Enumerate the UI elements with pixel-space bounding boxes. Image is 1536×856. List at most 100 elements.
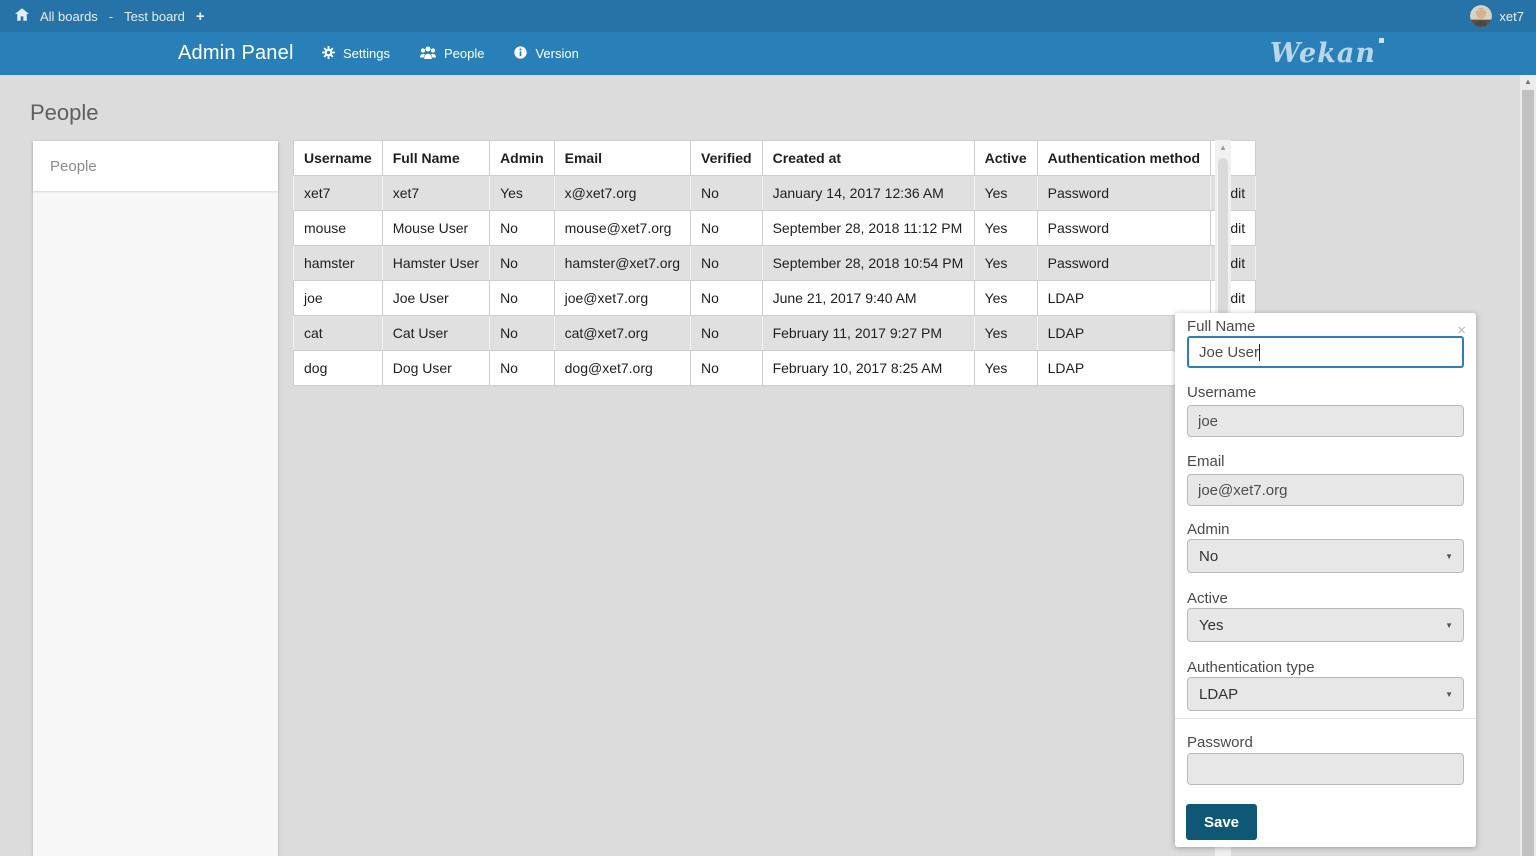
edit-user-panel: × Full Name Username Email Admin No ▼ Ac… (1175, 313, 1476, 847)
cell-username: hamster (293, 245, 383, 281)
page-title: People (30, 100, 99, 125)
cell-verified: No (690, 245, 763, 281)
window-scroll-up-icon[interactable]: ▲ (1524, 77, 1532, 86)
active-select[interactable]: Yes ▼ (1187, 608, 1464, 642)
wekan-logo-text: Wekan (1269, 38, 1376, 69)
full-name-input[interactable] (1187, 336, 1464, 368)
cell-verified: No (690, 350, 763, 386)
nav-people[interactable]: People (419, 46, 484, 62)
cell-admin: No (489, 280, 555, 316)
table-scrollbar-thumb[interactable] (1218, 158, 1228, 408)
full-name-label: Full Name (1187, 318, 1256, 335)
cell-full-name: Cat User (381, 315, 491, 351)
cell-created-at: June 21, 2017 9:40 AM (761, 280, 975, 316)
nav-settings-label: Settings (343, 46, 390, 61)
cell-admin: No (489, 245, 555, 281)
cell-active: Yes (973, 315, 1038, 351)
cell-admin: Yes (489, 175, 555, 211)
chevron-down-icon: ▼ (1445, 551, 1453, 561)
username-input[interactable] (1187, 405, 1464, 437)
cell-verified: No (690, 175, 763, 211)
col-admin: Admin (489, 140, 555, 176)
user-menu[interactable]: xet7 (1470, 0, 1524, 32)
admin-label: Admin (1187, 521, 1230, 538)
admin-header: Admin Panel Settings (0, 32, 1536, 75)
wekan-logo-square (1379, 38, 1384, 43)
col-username: Username (293, 140, 383, 176)
cell-username: joe (293, 280, 383, 316)
cell-active: Yes (973, 280, 1038, 316)
scroll-up-icon[interactable]: ▲ (1219, 143, 1227, 152)
email-input[interactable] (1187, 474, 1464, 506)
save-button[interactable]: Save (1186, 804, 1257, 840)
cell-email: dog@xet7.org (553, 350, 692, 386)
table-row: mouse Mouse User No mouse@xet7.org No Se… (293, 210, 1257, 246)
close-icon[interactable]: × (1457, 322, 1466, 339)
cell-auth-method: Password (1036, 245, 1212, 281)
cell-active: Yes (973, 210, 1038, 246)
gear-icon (322, 45, 335, 62)
cell-full-name: Hamster User (381, 245, 491, 281)
cell-active: Yes (973, 350, 1038, 386)
cell-full-name: xet7 (381, 175, 491, 211)
add-board-icon[interactable]: + (195, 7, 205, 25)
nav-version-label: Version (535, 46, 579, 61)
breadcrumb-all-boards[interactable]: All boards (40, 8, 98, 24)
col-verified: Verified (690, 140, 763, 176)
auth-type-select-value: LDAP (1199, 685, 1239, 703)
cell-auth-method: Password (1036, 210, 1212, 246)
cell-email: x@xet7.org (553, 175, 692, 211)
auth-type-select[interactable]: LDAP ▼ (1187, 677, 1464, 711)
cell-auth-method: LDAP (1036, 280, 1212, 316)
table-row: xet7 xet7 Yes x@xet7.org No January 14, … (293, 175, 1257, 211)
people-table: Username Full Name Admin Email Verified … (293, 140, 1257, 386)
people-icon (419, 46, 436, 62)
active-select-value: Yes (1199, 616, 1224, 634)
table-header-row: Username Full Name Admin Email Verified … (293, 140, 1257, 176)
nav-version[interactable]: Version (514, 45, 579, 62)
top-bar: All boards - Test board + xet7 (0, 0, 1536, 32)
people-table-body: xet7 xet7 Yes x@xet7.org No January 14, … (293, 175, 1257, 386)
sidebar-item-people[interactable]: People (33, 141, 278, 191)
table-row: joe Joe User No joe@xet7.org No June 21,… (293, 280, 1257, 316)
cell-email: cat@xet7.org (553, 315, 692, 351)
user-name: xet7 (1499, 8, 1524, 24)
cell-verified: No (690, 315, 763, 351)
avatar (1470, 5, 1493, 27)
table-row: hamster Hamster User No hamster@xet7.org… (293, 245, 1257, 281)
info-icon (514, 45, 528, 62)
cell-verified: No (690, 280, 763, 316)
password-label: Password (1187, 734, 1253, 751)
admin-select-value: No (1199, 547, 1219, 565)
cell-email: joe@xet7.org (553, 280, 692, 316)
cell-admin: No (489, 315, 555, 351)
panel-divider (1175, 718, 1476, 719)
window-scrollbar: ▲ (1520, 75, 1536, 856)
username-label: Username (1187, 384, 1257, 401)
chevron-down-icon: ▼ (1445, 620, 1453, 630)
cell-verified: No (690, 210, 763, 246)
breadcrumb-separator: - (108, 8, 114, 24)
cell-full-name: Joe User (381, 280, 491, 316)
cell-created-at: February 10, 2017 8:25 AM (761, 350, 975, 386)
password-input[interactable] (1187, 753, 1464, 785)
cell-username: mouse (293, 210, 383, 246)
col-auth-method: Authentication method (1036, 140, 1212, 176)
admin-nav: Settings People (322, 32, 579, 75)
page-header-title: Admin Panel (178, 42, 294, 64)
breadcrumb-board-name[interactable]: Test board (124, 8, 185, 24)
col-created-at: Created at (761, 140, 975, 176)
cell-full-name: Dog User (381, 350, 491, 386)
breadcrumb: All boards - Test board + (0, 8, 205, 25)
wekan-logo: Wekan (1269, 32, 1384, 75)
nav-settings[interactable]: Settings (322, 45, 390, 62)
col-active: Active (973, 140, 1038, 176)
cell-email: mouse@xet7.org (553, 210, 692, 246)
table-row: cat Cat User No cat@xet7.org No February… (293, 315, 1257, 351)
table-row: dog Dog User No dog@xet7.org No February… (293, 350, 1257, 386)
cell-username: dog (293, 350, 383, 386)
cell-admin: No (489, 210, 555, 246)
admin-select[interactable]: No ▼ (1187, 539, 1464, 573)
window-scrollbar-thumb[interactable] (1522, 90, 1534, 856)
home-icon[interactable] (15, 8, 29, 24)
